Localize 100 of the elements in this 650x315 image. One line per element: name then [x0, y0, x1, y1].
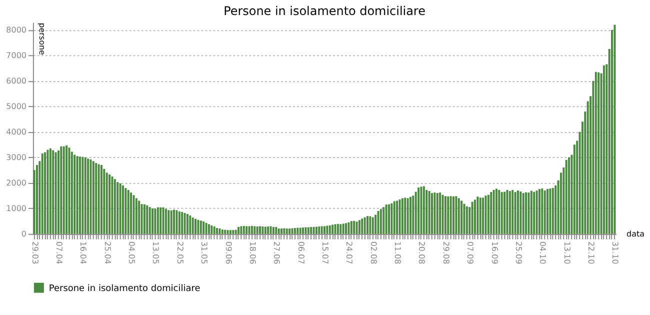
x-tick-label: 06.07 — [296, 241, 306, 264]
bar — [436, 193, 438, 234]
bar — [143, 204, 146, 234]
bar — [92, 161, 94, 234]
x-tick-label: 15.07 — [320, 241, 330, 264]
y-tick-label: 0 — [21, 229, 26, 238]
bar — [361, 218, 364, 234]
x-tick-label: 22.10 — [586, 241, 596, 264]
bar — [366, 216, 368, 234]
bar — [514, 192, 516, 234]
bar — [194, 218, 197, 234]
bar — [418, 187, 420, 234]
bar — [259, 226, 262, 234]
bar — [404, 198, 406, 234]
y-tick-label: 2000 — [6, 178, 26, 188]
bar — [393, 201, 396, 234]
bar — [482, 198, 484, 234]
x-tick-label: 25.09 — [514, 241, 523, 264]
bar — [264, 226, 266, 234]
bar — [106, 172, 108, 234]
bar — [450, 196, 452, 234]
x-tick-label: 31.05 — [200, 241, 209, 264]
bar — [455, 196, 458, 234]
bar — [348, 222, 350, 234]
bar — [546, 188, 549, 234]
bar — [221, 230, 224, 234]
legend-label: Persone in isolamento domiciliare — [48, 284, 201, 294]
bar — [246, 226, 248, 234]
bar — [426, 190, 428, 234]
bar — [162, 207, 164, 234]
bar — [119, 183, 122, 234]
x-tick-label: 02.08 — [368, 241, 378, 264]
bar — [254, 226, 256, 234]
y-tick-label: 8000 — [6, 25, 26, 34]
bar — [36, 165, 38, 234]
x-tick-label: 18.06 — [248, 241, 257, 264]
y-tick-label: 4000 — [6, 127, 26, 136]
bar — [100, 165, 102, 234]
x-tick-label: 31.10 — [610, 241, 620, 264]
x-tick-label: 27.06 — [272, 241, 282, 264]
bar — [328, 225, 331, 234]
x-tick-label: 22.05 — [175, 241, 184, 264]
y-tick-label: 7000 — [6, 50, 26, 60]
bar — [74, 154, 76, 234]
bar — [82, 156, 84, 234]
x-axis-title: data — [626, 229, 645, 238]
bar — [324, 226, 326, 234]
bar — [272, 226, 274, 234]
bar — [385, 204, 388, 234]
bar — [189, 216, 192, 234]
bar — [398, 199, 401, 234]
x-tick-label: 20.08 — [417, 241, 426, 264]
bar — [226, 230, 229, 234]
x-tick-label: 29.08 — [441, 241, 450, 264]
bar — [533, 192, 536, 234]
bar — [487, 194, 490, 234]
bar — [49, 148, 52, 234]
x-tick-label: 13.05 — [151, 241, 160, 264]
bar — [374, 214, 377, 234]
x-tick-label: 04.05 — [127, 241, 136, 264]
bar — [138, 200, 140, 234]
bar — [315, 226, 318, 234]
bar — [176, 210, 178, 234]
y-tick-label: 1000 — [6, 204, 26, 213]
bar — [152, 208, 154, 234]
bar — [240, 226, 242, 234]
x-tick-label: 24.07 — [344, 241, 354, 264]
bar — [520, 192, 522, 234]
chart-title: Persone in isolamento domiciliare — [224, 4, 426, 18]
bar — [430, 193, 433, 234]
bar — [565, 160, 568, 234]
bar — [495, 188, 498, 234]
bar — [552, 188, 554, 234]
x-tick-label: 13.10 — [562, 241, 572, 264]
y-axis-title: persone — [37, 22, 46, 56]
bar — [380, 209, 382, 234]
bar — [444, 196, 446, 234]
x-tick-label: 29.03 — [30, 241, 40, 264]
bar — [41, 154, 44, 234]
bar — [538, 188, 540, 234]
y-tick-label: 3000 — [6, 152, 26, 162]
bar — [156, 207, 159, 234]
y-tick-label: 5000 — [6, 102, 26, 111]
bar — [602, 66, 605, 234]
x-tick-label: 16.09 — [490, 241, 499, 264]
bar — [202, 221, 205, 234]
bar — [208, 224, 210, 234]
bar — [500, 192, 503, 234]
x-tick-label: 09.06 — [224, 241, 233, 264]
bar — [296, 228, 299, 234]
bar — [124, 188, 127, 234]
x-tick-label: 07.09 — [466, 241, 475, 264]
bar — [213, 226, 216, 234]
bar — [506, 190, 508, 234]
bar — [170, 210, 172, 234]
bar — [283, 228, 286, 234]
bar — [291, 228, 294, 234]
bar — [111, 176, 114, 234]
x-tick-label: 04.10 — [538, 241, 548, 264]
bar — [412, 196, 414, 234]
